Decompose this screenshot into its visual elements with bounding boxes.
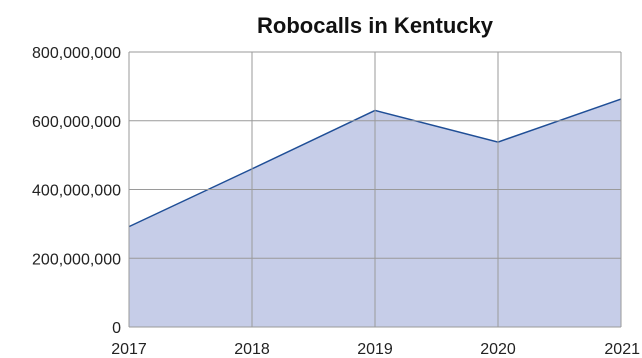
y-tick-label: 0	[112, 320, 121, 337]
y-tick-label: 200,000,000	[32, 251, 121, 268]
x-axis-labels: 2017 2018 2019 2020 2021	[111, 341, 640, 358]
y-tick-label: 600,000,000	[32, 114, 121, 131]
x-tick-label: 2021	[604, 341, 640, 358]
grid	[128, 51, 622, 328]
y-axis-labels: 0 200,000,000 400,000,000 600,000,000 800,00…	[32, 45, 121, 337]
chart-title: Robocalls in Kentucky	[257, 13, 494, 38]
x-tick-label: 2018	[234, 341, 270, 358]
x-tick-label: 2019	[357, 341, 393, 358]
y-tick-label: 400,000,000	[32, 183, 121, 200]
x-tick-label: 2017	[111, 341, 147, 358]
y-tick-label: 800,000,000	[32, 45, 121, 62]
x-tick-label: 2020	[480, 341, 516, 358]
